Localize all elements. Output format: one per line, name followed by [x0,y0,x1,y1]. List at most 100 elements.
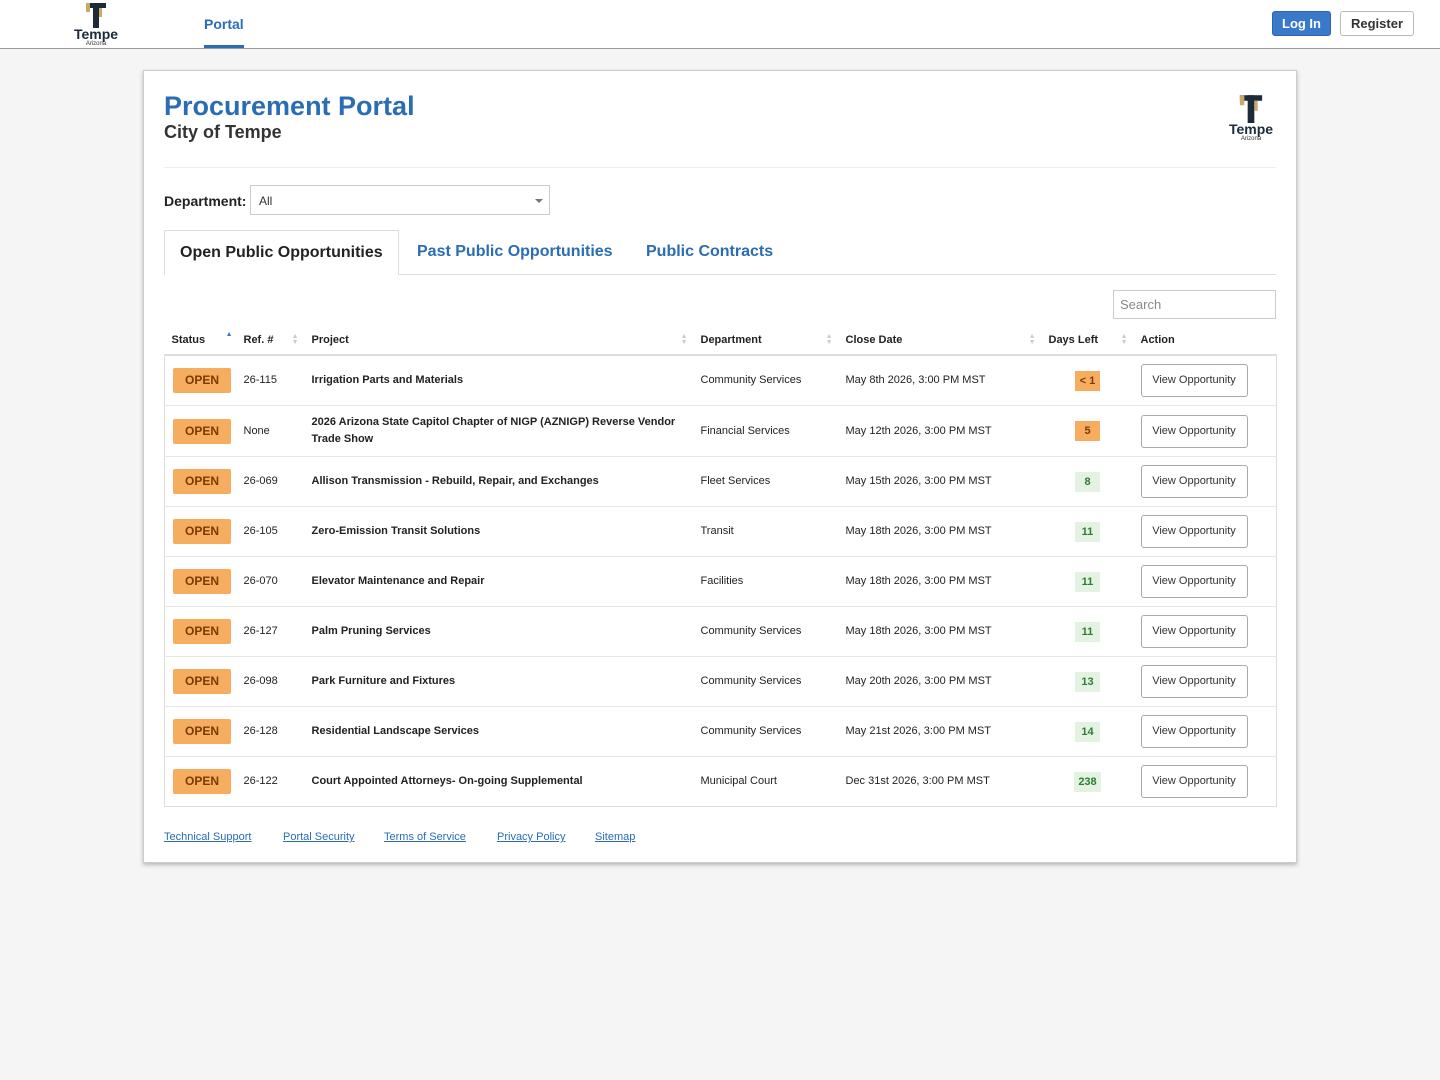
ref-cell: 26-069 [236,456,305,507]
days-left-badge: 11 [1075,621,1100,642]
footer-link[interactable]: Portal Security [283,831,355,843]
view-button[interactable]: View Opportunity [1140,515,1248,548]
navbar: Tempe Arizona Portal Log In Register [0,0,1440,49]
action-cell: View Opportunity [1133,606,1277,657]
days-left-badge: 13 [1075,671,1100,692]
days-left-cell: 11 [1041,606,1134,657]
department-cell: Community Services [693,656,839,707]
opportunities-table: Status ▲ Ref. # ▲ ▼ Project ▲ ▼ Department ▲ ▼ Clos… [164,325,1277,807]
department-cell: Facilities [693,556,839,607]
days-left-cell: 238 [1041,756,1134,807]
project-cell: Zero-Emission Transit Solutions [304,506,694,557]
tab[interactable]: Open Public Opportunities [164,230,399,275]
close-date-cell: May 21st 2026, 3:00 PM MST [838,706,1042,757]
status-cell: OPEN [164,456,237,507]
view-button[interactable]: View Opportunity [1140,665,1248,698]
table-body: OPEN 26-115 Irrigation Parts and Materials… [164,355,1277,807]
action-cell: View Opportunity [1133,405,1277,457]
status-cell: OPEN [164,606,237,657]
column-header[interactable]: Status ▲ [164,325,237,356]
action-cell: View Opportunity [1133,456,1277,507]
status-cell: OPEN [164,556,237,607]
status-cell: OPEN [164,355,237,406]
view-button[interactable]: View Opportunity [1140,465,1248,498]
card: Procurement Portal City of Tempe Tempe A… [143,70,1297,863]
status-cell: OPEN [164,405,237,457]
view-button[interactable]: View Opportunity [1140,765,1248,798]
column-label: Days Left [1048,333,1099,346]
footer-link[interactable]: Sitemap [595,831,636,843]
project-cell: 2026 Arizona State Capitol Chapter of NI… [304,405,694,457]
tabs: Open Public Opportunities Past Public Op… [164,230,1276,275]
status-badge: OPEN [173,619,231,644]
days-left-cell: < 1 [1041,355,1134,406]
column-header[interactable]: Close Date ▲ ▼ [838,325,1042,356]
ref-cell: 26-098 [236,656,305,707]
view-button[interactable]: View Opportunity [1140,414,1248,448]
search-input[interactable] [1113,290,1276,319]
logo[interactable]: Tempe Arizona [66,1,126,47]
department-select[interactable]: All [250,185,550,215]
column-header[interactable]: Project ▲ ▼ [304,325,694,356]
column-header[interactable]: Ref. # ▲ ▼ [236,325,305,356]
status-badge: OPEN [173,519,231,544]
column-header: Action [1133,325,1277,356]
ref-cell: 26-070 [236,556,305,607]
view-button[interactable]: View Opportunity [1140,364,1248,397]
project-cell: Palm Pruning Services [304,606,694,657]
status-badge: OPEN [173,569,231,594]
nav-link[interactable]: Portal [204,0,244,48]
column-header[interactable]: Days Left ▲ ▼ [1041,325,1134,356]
days-left-badge: 11 [1075,571,1100,592]
status-badge: OPEN [173,719,231,744]
table-row: OPEN 26-127 Palm Pruning Services Community… [164,606,1277,657]
project-cell: Court Appointed Attorneys- On-going Supp… [304,756,694,807]
table-row: OPEN 26-070 Elevator Maintenance and Repai… [164,556,1277,607]
header-row: Status ▲ Ref. # ▲ ▼ Project ▲ ▼ Department ▲ ▼ Clos… [164,325,1277,356]
project-cell: Allison Transmission - Rebuild, Repair, … [304,456,694,507]
days-left-badge: < 1 [1075,370,1100,391]
view-button[interactable]: View Opportunity [1140,615,1248,648]
logo-icon [86,3,106,28]
days-left-badge: 238 [1074,771,1101,792]
sort-icon: ▲ ▼ [1120,333,1128,346]
action-cell: View Opportunity [1133,656,1277,707]
department-cell: Community Services [693,606,839,657]
action-cell: View Opportunity [1133,756,1277,807]
ref-cell: 26-122 [236,756,305,807]
table-row: OPEN 26-105 Zero-Emission Transit Solution… [164,506,1277,557]
column-label: Status [171,333,206,346]
column-header[interactable]: Department ▲ ▼ [693,325,839,356]
days-left-cell: 11 [1041,506,1134,557]
days-left-cell: 8 [1041,456,1134,507]
department-cell: Community Services [693,706,839,757]
footer-link[interactable]: Technical Support [164,831,252,843]
department-cell: Transit [693,506,839,557]
days-left-cell: 11 [1041,556,1134,607]
logo-name: Tempe [1228,121,1274,137]
status-badge: OPEN [173,418,231,444]
sort-icon: ▲ ▼ [825,333,833,346]
close-date-cell: May 15th 2026, 3:00 PM MST [838,456,1042,507]
ref-cell: 26-105 [236,506,305,557]
logo-icon [1239,95,1263,123]
days-left-badge: 14 [1075,721,1100,742]
view-button[interactable]: View Opportunity [1140,715,1248,748]
ref-cell: None [236,405,305,457]
footer-link[interactable]: Privacy Policy [497,831,566,843]
login-button[interactable]: Log In [1272,11,1331,36]
project-cell: Residential Landscape Services [304,706,694,757]
column-label: Project [311,333,349,346]
action-cell: View Opportunity [1133,506,1277,557]
table-row: OPEN 26-115 Irrigation Parts and Materials… [164,355,1277,406]
register-button[interactable]: Register [1340,11,1414,36]
close-date-cell: May 20th 2026, 3:00 PM MST [838,656,1042,707]
close-date-cell: May 18th 2026, 3:00 PM MST [838,606,1042,657]
action-cell: View Opportunity [1133,556,1277,607]
project-cell: Park Furniture and Fixtures [304,656,694,707]
tab[interactable]: Past Public Opportunities [417,243,613,260]
view-button[interactable]: View Opportunity [1140,565,1248,598]
sort-icon: ▲ ▼ [1028,333,1036,346]
footer-link[interactable]: Terms of Service [384,831,466,843]
tab[interactable]: Public Contracts [646,243,774,260]
